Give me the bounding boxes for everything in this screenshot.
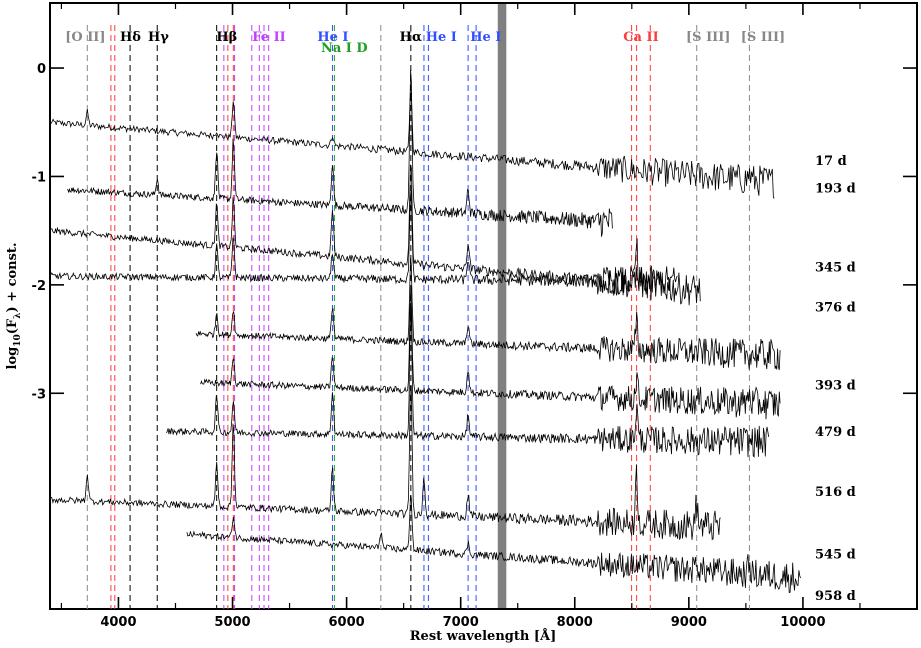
line-label-4: Hβ <box>216 30 237 45</box>
spectrum-line-3 <box>49 190 678 296</box>
y-axis-title-main: log <box>5 347 20 370</box>
line-label-15: [S III] <box>741 30 785 45</box>
x-tick-label: 7000 <box>443 615 479 630</box>
line-label-2: Hδ <box>120 30 141 45</box>
spectrum-line-4 <box>195 258 781 371</box>
y-tick-label: -1 <box>32 170 46 185</box>
telluric-band <box>497 4 507 608</box>
line-label-10: Hα <box>400 30 422 45</box>
x-tick-label: 9000 <box>671 615 707 630</box>
epoch-label-5: 479 d <box>815 425 856 440</box>
y-axis-title-sub10: 10 <box>13 334 23 347</box>
y-tick-label: 0 <box>37 62 46 77</box>
plot-frame <box>49 2 918 610</box>
epoch-label-8: 958 d <box>815 589 856 604</box>
epoch-label-2: 345 d <box>815 260 856 275</box>
x-tick-label: 6000 <box>329 615 365 630</box>
axis-ticks: 4000 5000 6000 7000 8000 9000 10000 0 -1 -2 -3 <box>32 3 917 630</box>
line-labels: [O II] Hδ Hγ Hβ Fe II He INa I DHα He I He I Ca … <box>65 30 785 56</box>
epoch-labels: 17 d 193 d 345 d 376 d 393 d 479 d 516 d 545 d 9… <box>815 154 856 604</box>
epoch-label-6: 516 d <box>815 485 856 500</box>
line-label-8: Na I D <box>321 41 368 56</box>
spectrum-line-8 <box>186 495 801 593</box>
x-tick-label: 5000 <box>214 615 250 630</box>
epoch-label-4: 393 d <box>815 379 856 394</box>
spectrum-line-6 <box>166 303 770 458</box>
y-tick-label: -3 <box>32 387 46 402</box>
epoch-label-0: 17 d <box>815 154 847 169</box>
x-axis-title: Rest wavelength [Å] <box>410 628 557 644</box>
line-label-7: He I <box>317 30 348 45</box>
x-tick-label: 4000 <box>100 615 136 630</box>
epoch-label-3: 376 d <box>815 301 856 316</box>
epoch-label-7: 545 d <box>815 548 856 563</box>
y-tick-label: -2 <box>32 279 46 294</box>
line-label-12: He I <box>470 30 501 45</box>
y-axis-title: log10(Fλ) + const. <box>5 243 23 370</box>
line-label-13: Ca II <box>623 30 658 45</box>
svg-text:log10(Fλ) + const.: log10(Fλ) + const. <box>5 243 23 370</box>
spectrum-line-7 <box>49 385 721 541</box>
x-tick-label: 8000 <box>557 615 593 630</box>
line-label-0: [O II] <box>65 30 105 45</box>
y-axis-title-tail: ) + const. <box>5 243 20 313</box>
line-label-11: He I <box>426 30 457 45</box>
y-axis-title-paren: (F <box>5 318 20 334</box>
spectrum-line-1 <box>67 69 613 237</box>
line-label-14: [S III] <box>686 30 730 45</box>
y-axis-title-sublambda: λ <box>13 313 23 319</box>
spectra-series <box>49 69 801 593</box>
spectrum-line-5 <box>200 286 781 420</box>
telluric-band-rect <box>497 4 507 608</box>
epoch-label-1: 193 d <box>815 181 856 196</box>
line-label-6: Fe II <box>252 30 285 45</box>
line-label-3: Hγ <box>148 30 169 45</box>
x-tick-label: 10000 <box>780 615 825 630</box>
